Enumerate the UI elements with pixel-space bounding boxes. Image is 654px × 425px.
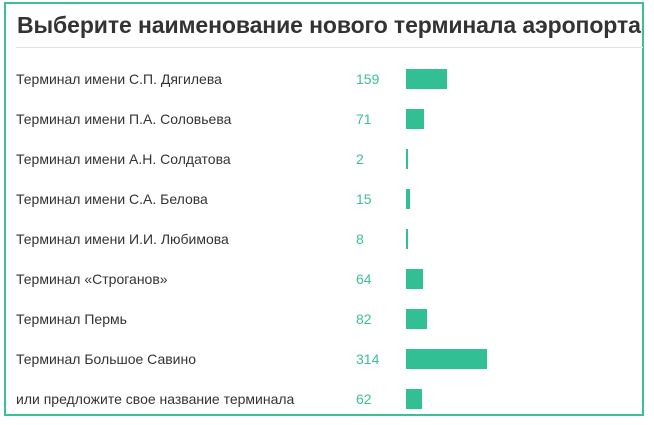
poll-option-bar bbox=[406, 189, 410, 209]
poll-option[interactable]: Терминал Пермь 82 bbox=[6, 301, 642, 341]
poll-option-votes: 2 bbox=[356, 151, 364, 167]
poll-widget: Выберите наименование нового терминала а… bbox=[4, 2, 644, 416]
poll-option-label: Терминал имени А.Н. Солдатова bbox=[16, 151, 231, 167]
poll-option-votes: 8 bbox=[356, 231, 364, 247]
poll-option-label: Терминал имени И.И. Любимова bbox=[16, 231, 229, 247]
poll-options-list: Терминал имени С.П. Дягилева 159 Термина… bbox=[6, 4, 642, 414]
poll-option-bar bbox=[406, 69, 447, 89]
poll-option-bar bbox=[406, 349, 487, 369]
poll-option-label: Терминал имени С.А. Белова bbox=[16, 191, 208, 207]
poll-option-votes: 314 bbox=[356, 351, 380, 367]
poll-option-votes: 71 bbox=[356, 111, 372, 127]
poll-option-votes: 15 bbox=[356, 191, 372, 207]
poll-option[interactable]: Терминал имени С.П. Дягилева 159 bbox=[6, 61, 642, 101]
title-divider bbox=[16, 47, 643, 48]
poll-option-votes: 62 bbox=[356, 391, 372, 407]
poll-option-votes: 64 bbox=[356, 271, 372, 287]
poll-option-bar bbox=[406, 269, 423, 289]
poll-option[interactable]: Терминал имени И.И. Любимова 8 bbox=[6, 221, 642, 261]
poll-option-bar bbox=[406, 309, 427, 329]
poll-option-label: Терминал имени С.П. Дягилева bbox=[16, 71, 222, 87]
poll-option-bar bbox=[406, 109, 424, 129]
poll-option[interactable]: Терминал «Строганов» 64 bbox=[6, 261, 642, 301]
poll-option[interactable]: или предложите свое название терминала 6… bbox=[6, 381, 642, 421]
poll-option-bar bbox=[406, 149, 408, 169]
poll-option-label: или предложите свое название терминала bbox=[16, 391, 295, 407]
poll-option-votes: 159 bbox=[356, 71, 380, 87]
poll-option[interactable]: Терминал имени А.Н. Солдатова 2 bbox=[6, 141, 642, 181]
poll-option[interactable]: Терминал Большое Савино 314 bbox=[6, 341, 642, 381]
poll-option[interactable]: Терминал имени С.А. Белова 15 bbox=[6, 181, 642, 221]
poll-option-label: Терминал Большое Савино bbox=[16, 351, 197, 367]
poll-option[interactable]: Терминал имени П.А. Соловьева 71 bbox=[6, 101, 642, 141]
poll-option-votes: 82 bbox=[356, 311, 372, 327]
poll-title: Выберите наименование нового терминала а… bbox=[17, 12, 641, 38]
poll-option-label: Терминал имени П.А. Соловьева bbox=[16, 111, 232, 127]
poll-option-bar bbox=[406, 389, 422, 409]
poll-option-label: Терминал «Строганов» bbox=[16, 271, 168, 287]
poll-option-bar bbox=[406, 229, 408, 249]
poll-option-label: Терминал Пермь bbox=[16, 311, 127, 327]
